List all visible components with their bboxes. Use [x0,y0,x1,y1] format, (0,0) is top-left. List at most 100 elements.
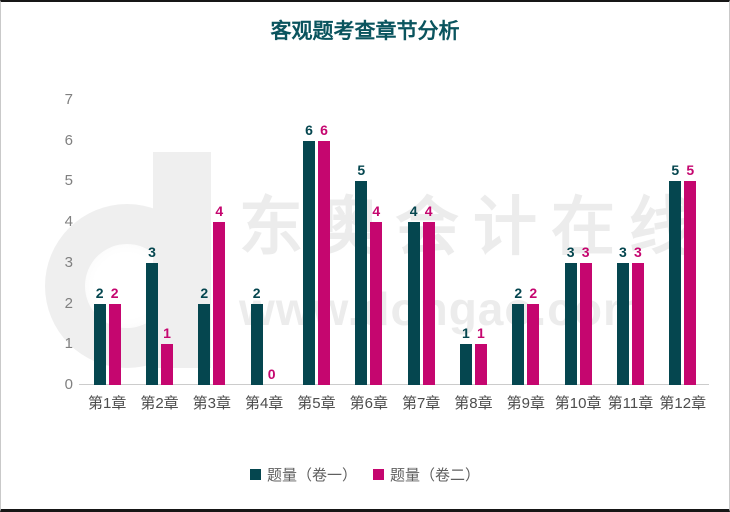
bar-column: 5 [684,162,697,385]
bar-value-label: 1 [477,325,485,341]
bar-value-label: 6 [305,122,313,138]
chart-title: 客观题考查章节分析 [270,20,460,43]
y-tick-label: 3 [64,253,73,271]
legend-label: 题量（卷二） [390,467,481,484]
bar-value-label: 5 [686,162,695,178]
x-tick-label: 第4章 [244,395,284,412]
bar-column: 3 [616,244,629,385]
bar [512,304,525,385]
bar-value-label: 2 [200,285,209,301]
x-tick-label: 第5章 [297,395,336,412]
legend-swatch-icon [373,469,384,480]
bar [213,222,226,385]
bar-column: 1 [459,325,472,385]
legend-item: 题量（卷一） [249,464,357,485]
y-tick-label: 5 [64,172,73,190]
bar-column: 2 [93,286,106,385]
bar-column: 3 [631,245,644,385]
bar-value-label: 3 [148,244,156,260]
bar-column: 2 [527,285,540,385]
bar-column: 3 [564,244,577,385]
x-tick-label: 第9章 [506,395,545,412]
bar-column: 6 [317,122,330,385]
bar-column: 4 [407,203,420,385]
x-tick-label: 第6章 [349,395,388,412]
x-tick-label: 第8章 [454,395,493,412]
bar-value-label: 3 [619,244,627,260]
bar-column: 2 [250,285,263,385]
y-tick-label: 1 [64,335,73,353]
bar-value-label: 2 [514,285,523,301]
bar [355,181,368,385]
bar-column: 0 [266,367,278,385]
bar-column: 5 [355,162,368,385]
bar-column: 4 [370,203,383,385]
bar [669,181,682,385]
bar [317,141,330,385]
bar-value-label: 5 [357,162,366,178]
bar [684,181,697,385]
bar [527,304,540,385]
bar-value-label: 1 [462,325,470,341]
bar [370,222,383,385]
bar-value-label: 2 [110,285,119,301]
x-tick-label: 第10章 [554,395,602,412]
x-tick-label: 第11章 [607,395,654,412]
bar-column: 1 [474,325,487,385]
bar [108,304,121,385]
bar-value-label: 2 [529,285,538,301]
bar-value-label: 4 [409,203,418,219]
legend-swatch-icon [249,469,261,480]
bar [302,141,315,385]
bar-value-label: 4 [372,203,381,219]
legend: 题量（卷一） 题量（卷二） [1,464,729,485]
bar [198,304,211,385]
y-tick-label: 4 [64,213,73,231]
bar-column: 4 [213,204,226,385]
x-tick-label: 第3章 [192,395,231,412]
bar-value-label: 4 [424,203,433,219]
bar-value-label: 6 [320,122,328,138]
legend-item: 题量（卷二） [373,464,480,485]
bar [422,222,435,385]
bar [631,263,644,385]
bar-column: 3 [145,244,158,385]
bar-column: 2 [108,285,121,385]
bar-column: 6 [302,122,315,385]
bar-column: 5 [669,162,682,385]
bar-column: 2 [512,285,525,385]
x-axis-labels: 第1章 第2章 第3章 第4章 第5章 第6章 第7章 第8章 第9章 第10章 第11章 第12章 [81,392,709,413]
bar-value-label: 3 [566,244,575,260]
bar [579,263,592,385]
bar-column: 1 [160,325,173,385]
y-tick-label: 0 [64,376,73,393]
bar [459,344,472,385]
bar [616,263,629,385]
y-tick-label: 7 [64,91,73,108]
bar-value-label: 5 [671,162,680,178]
bar [407,222,420,385]
bar [145,263,158,385]
bar-column: 3 [579,245,592,385]
bar-value-label: 1 [163,325,171,341]
x-axis-line [79,384,709,385]
x-tick-label: 第2章 [140,395,179,412]
legend-label: 题量（卷一） [266,467,357,484]
y-tick-label: 2 [64,294,73,312]
bar-value-label: 2 [252,285,261,301]
bar-column: 2 [198,285,211,385]
